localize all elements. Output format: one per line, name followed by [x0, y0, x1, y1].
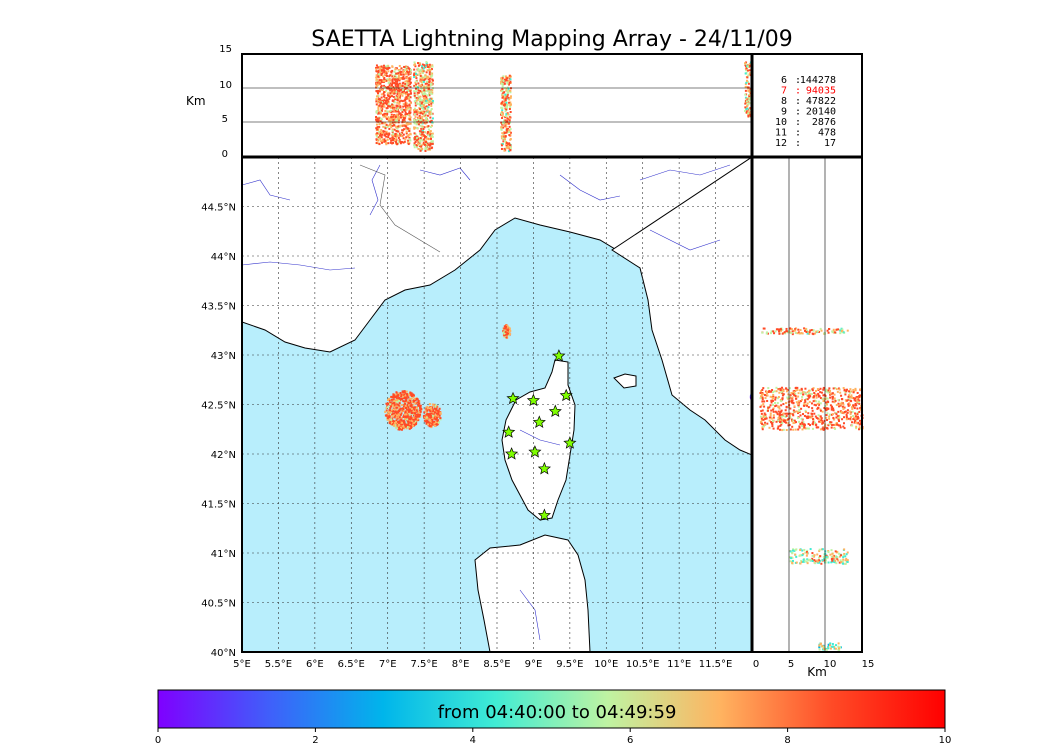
map-grid — [242, 157, 752, 652]
colorbar-tick: 2 — [312, 735, 318, 746]
stat-stations: 6 — [781, 75, 787, 86]
lat-tick-label: 42°N — [211, 450, 236, 461]
stat-count: 17 — [824, 138, 836, 149]
lat-tick-label: 40°N — [211, 648, 236, 659]
lat-tick-label: 40.5°N — [201, 599, 236, 610]
altitude-points — [375, 64, 412, 146]
stat-sep: : — [795, 117, 801, 128]
colorbar-tick: 0 — [155, 735, 161, 746]
colorbar-tick: 8 — [784, 735, 790, 746]
side-altitude-points — [788, 548, 849, 565]
land-mainland-italy — [611, 157, 752, 456]
station-star-icon — [506, 391, 520, 405]
stat-stations: 11 — [775, 128, 787, 139]
altitude-panel: Km 15 10 5 0 — [186, 44, 754, 160]
stat-count: 478 — [818, 128, 836, 139]
colorbar-tick: 4 — [470, 735, 476, 746]
land-sardinia — [474, 534, 591, 652]
altitude-ylabel: Km — [186, 94, 206, 108]
station-star-icon — [548, 404, 562, 418]
lon-tick-label: 9.5°E — [556, 659, 583, 670]
stat-stations: 7 — [781, 86, 787, 97]
lon-tick-label: 6.5°E — [338, 659, 365, 670]
station-star-icon — [532, 415, 546, 428]
stat-count: 47822 — [806, 96, 836, 107]
lightning-cluster-north — [502, 324, 512, 339]
side-xtick-0: 0 — [753, 659, 759, 670]
side-xtick-15: 15 — [862, 659, 875, 670]
station-star-icon — [552, 349, 566, 362]
station-star-icon — [505, 447, 519, 460]
stat-sep: : — [795, 128, 801, 139]
lon-tick-label: 11°E — [667, 659, 691, 670]
stat-stations: 10 — [775, 117, 787, 128]
colorbar-tick: 6 — [627, 735, 633, 746]
lon-tick-label: 5.5°E — [265, 659, 292, 670]
lat-tick-label: 43.5°N — [201, 302, 236, 313]
alt-ytick-15: 15 — [219, 44, 232, 55]
stat-count: 20140 — [806, 107, 836, 118]
station-star-icon — [563, 436, 577, 449]
lon-tick-label: 7°E — [379, 659, 397, 670]
altitude-points — [413, 61, 434, 152]
map-panel — [242, 157, 752, 652]
lat-tick-label: 44.5°N — [201, 203, 236, 214]
land-corsica — [501, 359, 576, 521]
colorbar-label: from 04:40:00 to 04:49:59 — [438, 702, 677, 723]
side-xlabel: Km — [807, 665, 827, 679]
stat-sep: : — [795, 96, 801, 107]
country-border — [359, 164, 441, 253]
lon-tick-label: 6°E — [306, 659, 324, 670]
chart-title: SAETTA Lightning Mapping Array - 24/11/0… — [311, 27, 792, 52]
lat-tick-label: 41°N — [211, 549, 236, 560]
stat-sep: : — [795, 86, 801, 97]
stat-count: 2876 — [812, 117, 836, 128]
lightning-cluster-west — [384, 390, 423, 431]
stat-stations: 12 — [775, 138, 787, 149]
stat-count: 144278 — [800, 75, 836, 86]
side-xtick-5: 5 — [788, 659, 794, 670]
side-altitude-points — [818, 642, 842, 651]
side-altitude-panel: 0 5 10 15 Km — [752, 157, 874, 679]
sensor-stations — [502, 349, 577, 521]
colorbar: from 04:40:00 to 04:49:59 0 2 4 6 8 10 — [155, 689, 952, 746]
lon-tick-label: 10°E — [594, 659, 618, 670]
altitude-points — [500, 74, 512, 153]
stat-stations: 9 — [781, 107, 787, 118]
station-star-icon — [526, 393, 540, 407]
station-star-icon — [502, 425, 516, 438]
lon-tick-label: 9°E — [525, 659, 543, 670]
stat-sep: : — [795, 75, 801, 86]
lat-tick-label: 41.5°N — [201, 500, 236, 511]
stat-sep: : — [795, 138, 801, 149]
station-star-icon — [528, 445, 542, 458]
alt-ytick-10: 10 — [219, 80, 232, 91]
lon-tick-label: 5°E — [233, 659, 251, 670]
lat-tick-label: 42.5°N — [201, 401, 236, 412]
side-xtick-10: 10 — [824, 659, 837, 670]
land-elba — [613, 373, 637, 389]
rivers — [242, 164, 731, 641]
alt-ytick-0: 0 — [222, 149, 228, 160]
lon-tick-label: 8.5°E — [483, 659, 510, 670]
station-star-icon — [537, 508, 551, 521]
stat-sep: : — [795, 107, 801, 118]
station-star-icon — [559, 388, 573, 402]
colorbar-tick: 10 — [939, 735, 952, 746]
lon-tick-label: 8°E — [452, 659, 470, 670]
lat-tick-label: 44°N — [211, 252, 236, 263]
side-altitude-points — [761, 327, 849, 336]
stations-stats-panel: 6:1442787:940358:478229:2014010:287611:4… — [752, 54, 862, 157]
station-star-icon — [537, 461, 551, 475]
lat-tick-label: 43°N — [211, 351, 236, 362]
stat-count: 94035 — [806, 86, 836, 97]
lightning-cluster-west-east — [422, 403, 442, 429]
lon-tick-label: 7.5°E — [411, 659, 438, 670]
stat-stations: 8 — [781, 96, 787, 107]
lon-tick-label: 11.5°E — [699, 659, 733, 670]
lon-tick-label: 10.5°E — [626, 659, 660, 670]
side-altitude-points — [759, 386, 864, 432]
alt-ytick-5: 5 — [222, 114, 228, 125]
